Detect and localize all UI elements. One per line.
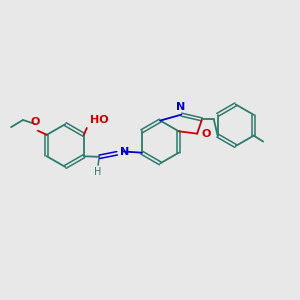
Text: H: H	[94, 167, 102, 177]
Text: O: O	[201, 129, 211, 139]
Text: HO: HO	[90, 115, 109, 125]
Text: N: N	[176, 102, 186, 112]
Text: O: O	[31, 116, 40, 127]
Text: N: N	[120, 147, 129, 157]
